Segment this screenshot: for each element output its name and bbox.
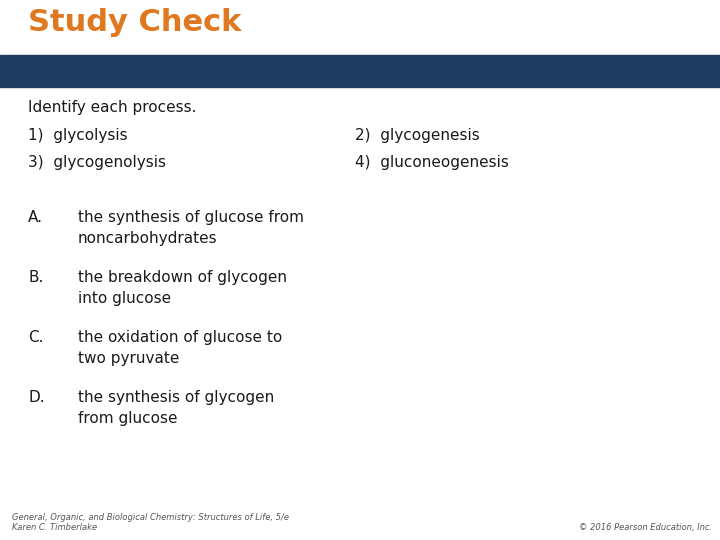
Text: Identify each process.: Identify each process.	[28, 100, 197, 115]
Text: the synthesis of glycogen
from glucose: the synthesis of glycogen from glucose	[78, 390, 274, 426]
Text: Study Check: Study Check	[28, 8, 241, 37]
Text: © 2016 Pearson Education, Inc.: © 2016 Pearson Education, Inc.	[579, 523, 712, 532]
Text: B.: B.	[28, 270, 43, 285]
Text: 1)  glycolysis: 1) glycolysis	[28, 128, 127, 143]
Text: General, Organic, and Biological Chemistry: Structures of Life, 5/e
Karen C. Tim: General, Organic, and Biological Chemist…	[12, 512, 289, 532]
Text: A.: A.	[28, 210, 43, 225]
Text: the synthesis of glucose from
noncarbohydrates: the synthesis of glucose from noncarbohy…	[78, 210, 304, 246]
Bar	[0, 55, 720, 87]
Text: D.: D.	[28, 390, 45, 405]
Text: the oxidation of glucose to
two pyruvate: the oxidation of glucose to two pyruvate	[78, 330, 282, 366]
Text: 2)  glycogenesis: 2) glycogenesis	[355, 128, 480, 143]
Text: 3)  glycogenolysis: 3) glycogenolysis	[28, 155, 166, 170]
Text: C.: C.	[28, 330, 43, 345]
Text: the breakdown of glycogen
into glucose: the breakdown of glycogen into glucose	[78, 270, 287, 306]
Text: 4)  gluconeogenesis: 4) gluconeogenesis	[355, 155, 509, 170]
